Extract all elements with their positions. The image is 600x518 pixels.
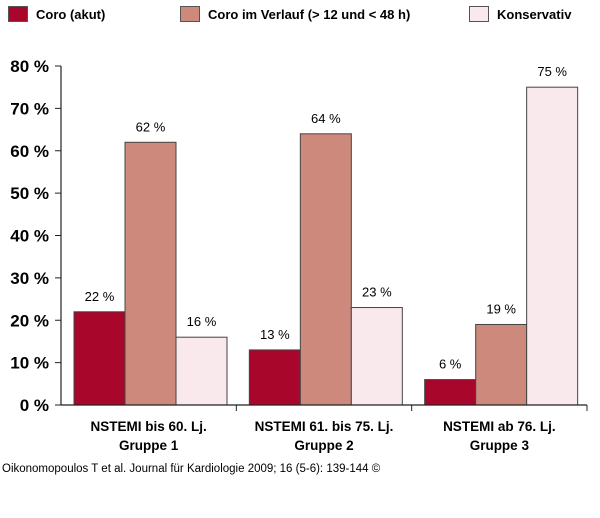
y-tick-label: 50 % — [10, 184, 49, 203]
bar-1-group-1 — [73, 311, 126, 406]
legend-label-konservativ: Konservativ — [497, 6, 572, 22]
x-category-label: Gruppe 2 — [294, 438, 353, 453]
legend-item-konservativ: Konservativ — [469, 6, 571, 22]
y-tick-label: 0 % — [20, 396, 49, 415]
data-label: 62 % — [136, 119, 166, 134]
y-tick-label: 30 % — [10, 269, 49, 288]
y-tick-label: 80 % — [10, 57, 49, 76]
bar-2-group-3 — [475, 323, 528, 406]
bar-3-group-2 — [350, 307, 403, 406]
legend-label-coro-akut: Coro (akut) — [36, 6, 106, 22]
y-tick-label: 10 % — [10, 354, 49, 373]
bar-1-group-3 — [424, 379, 477, 406]
bar-1-group-2 — [248, 349, 301, 406]
x-category-label: Gruppe 3 — [470, 438, 530, 453]
x-category-label: Gruppe 1 — [119, 438, 179, 453]
x-category-label: NSTEMI ab 76. Lj. — [443, 419, 556, 434]
chart-legend: Coro (akut) Coro im Verlauf (> 12 und < … — [0, 0, 600, 34]
legend-swatch-konservativ — [469, 6, 489, 22]
data-label: 13 % — [260, 327, 290, 342]
data-label: 23 % — [362, 285, 392, 300]
bar-2-group-2 — [299, 133, 352, 406]
x-category-label: NSTEMI 61. bis 75. Lj. — [255, 419, 394, 434]
bar-3-group-1 — [175, 336, 228, 406]
data-label: 22 % — [85, 289, 115, 304]
data-label: 19 % — [486, 301, 516, 316]
x-category-label: NSTEMI bis 60. Lj. — [91, 419, 207, 434]
data-label: 75 % — [537, 64, 567, 79]
bar-chart: 0 % 10 % 20 % 30 % 40 % 50 % 60 % 70 % 80 % 22 % 6… — [10, 57, 588, 453]
data-label: 6 % — [439, 357, 462, 372]
legend-label-coro-verlauf: Coro im Verlauf (> 12 und < 48 h) — [208, 6, 411, 22]
data-label: 64 % — [311, 111, 341, 126]
legend-swatch-coro-verlauf — [180, 6, 200, 22]
y-tick-label: 40 % — [10, 227, 49, 246]
data-label: 16 % — [187, 314, 217, 329]
legend-item-coro-verlauf: Coro im Verlauf (> 12 und < 48 h) — [180, 6, 410, 22]
bar-3-group-3 — [526, 86, 579, 406]
y-tick-label: 20 % — [10, 311, 49, 330]
legend-item-coro-akut: Coro (akut) — [8, 6, 105, 22]
legend-swatch-coro-akut — [8, 6, 28, 22]
y-tick-label: 60 % — [10, 142, 49, 161]
bar-2-group-1 — [124, 141, 177, 406]
y-tick-label: 70 % — [10, 99, 49, 118]
source-credit: Oikonomopoulos T et al. Journal für Kard… — [2, 463, 381, 475]
